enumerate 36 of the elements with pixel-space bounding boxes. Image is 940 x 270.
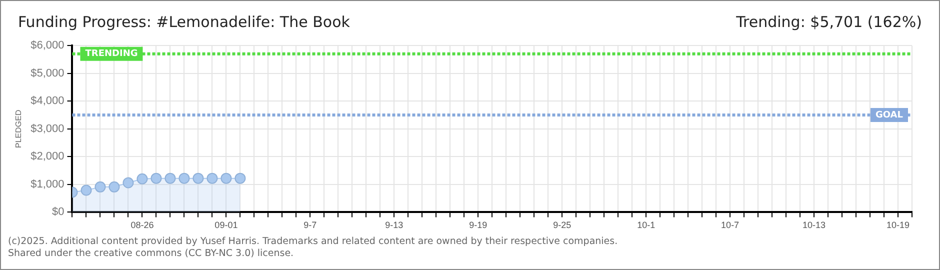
x-tick-label: 10-13 bbox=[802, 220, 826, 230]
x-tick-label: 10-1 bbox=[637, 220, 656, 230]
point bbox=[136, 173, 148, 184]
y-tick-label: $6,000 bbox=[30, 40, 64, 52]
point bbox=[150, 172, 162, 184]
x-tick-label: 9-7 bbox=[304, 220, 317, 230]
text: Shared under the creative commons (CC BY-NC 3.0) license. bbox=[8, 248, 295, 260]
y-tick-label: $0 bbox=[52, 206, 64, 218]
point bbox=[108, 181, 120, 192]
x-tick-label: 10-19 bbox=[886, 220, 910, 230]
point bbox=[220, 172, 232, 184]
y-tick-label: $2,000 bbox=[30, 150, 64, 163]
point bbox=[80, 184, 92, 196]
y-tick-label: $4,000 bbox=[30, 95, 64, 108]
chart-title: Funding Progress: #Lemonadelife: The Book bbox=[18, 13, 350, 31]
point bbox=[122, 177, 134, 188]
point bbox=[178, 172, 190, 184]
y-tick-label: $3,000 bbox=[30, 122, 64, 135]
y-axis-title: PLEDGED bbox=[14, 110, 24, 148]
ref-line-label: TRENDING bbox=[85, 49, 138, 60]
y-tick-label: $5,000 bbox=[30, 67, 64, 80]
x-tick-label: 10-7 bbox=[721, 220, 740, 230]
y-tick-label: $1,000 bbox=[30, 178, 64, 190]
point bbox=[94, 181, 106, 192]
point bbox=[206, 172, 218, 184]
x-tick-label: 08-26 bbox=[130, 220, 154, 230]
point bbox=[164, 172, 176, 184]
chart-subtitle: Trending: $5,701 (162%) bbox=[736, 13, 922, 31]
ref-line-label: GOAL bbox=[876, 110, 904, 120]
x-tick-label: 09-01 bbox=[214, 220, 238, 230]
point bbox=[192, 172, 204, 184]
x-tick-label: 9-25 bbox=[553, 220, 572, 230]
x-tick-label: 9-19 bbox=[469, 220, 488, 230]
x-tick-label: 9-13 bbox=[385, 220, 404, 230]
point bbox=[234, 172, 246, 184]
text: (c)2025. Additional content provided by Yusef Harris. Trademarks and related content are owned by their respective companies. bbox=[8, 236, 618, 248]
